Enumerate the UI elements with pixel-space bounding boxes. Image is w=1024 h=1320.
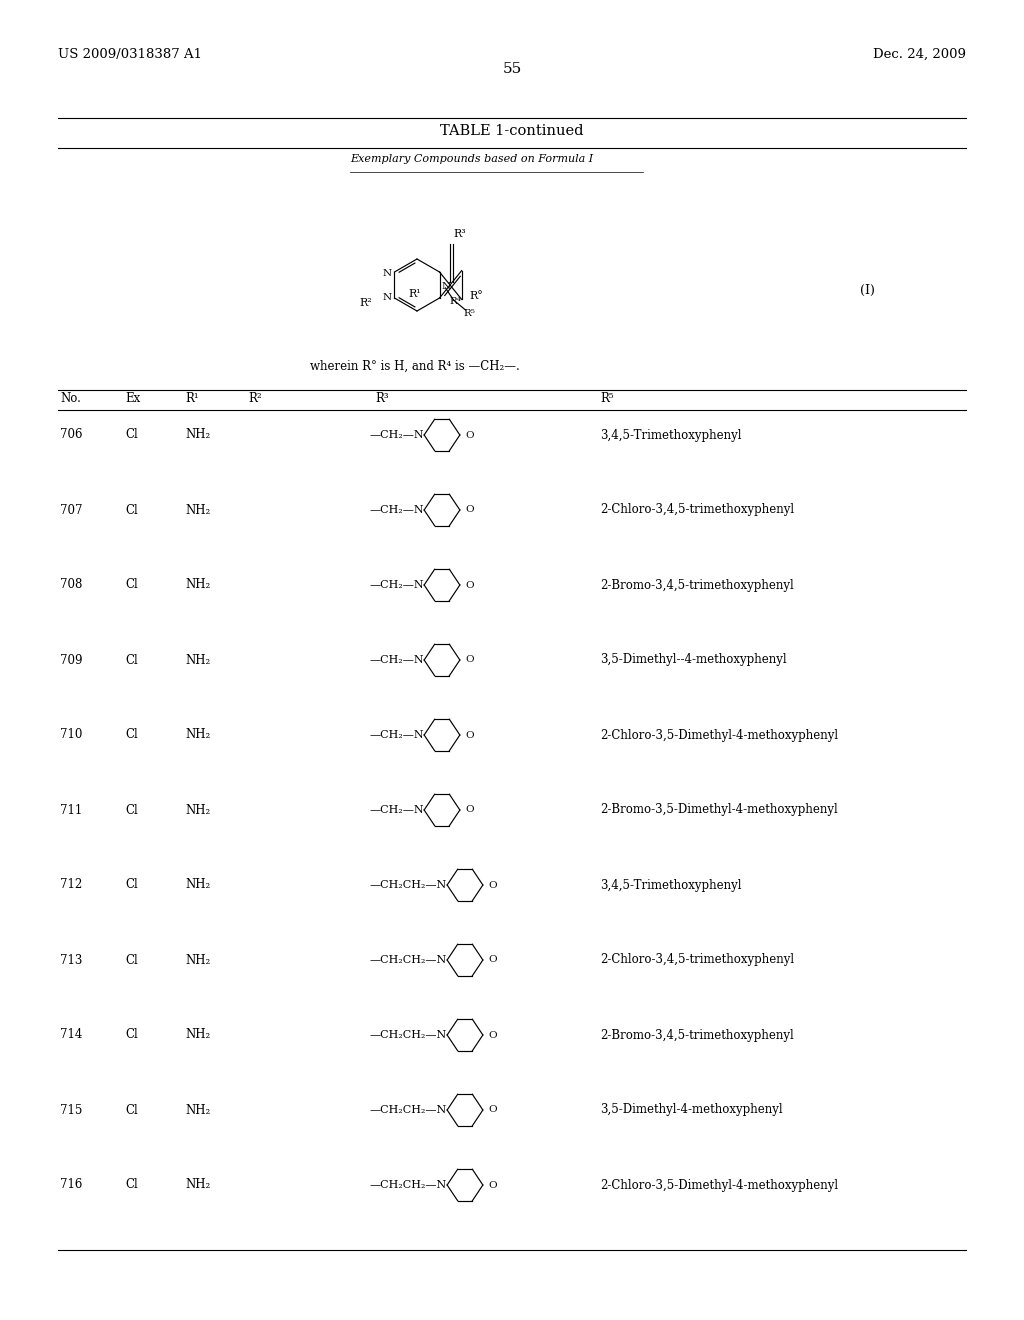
Text: 710: 710 [60,729,82,742]
Text: 713: 713 [60,953,82,966]
Text: Cl: Cl [125,1179,138,1192]
Text: 2-Chloro-3,4,5-trimethoxyphenyl: 2-Chloro-3,4,5-trimethoxyphenyl [600,953,795,966]
Text: TABLE 1-continued: TABLE 1-continued [440,124,584,139]
Text: 714: 714 [60,1028,82,1041]
Text: —CH₂—N: —CH₂—N [370,805,425,814]
Text: 3,5-Dimethyl--4-methoxyphenyl: 3,5-Dimethyl--4-methoxyphenyl [600,653,786,667]
Text: O: O [488,1180,498,1189]
Text: 711: 711 [60,804,82,817]
Text: Cl: Cl [125,804,138,817]
Text: Cl: Cl [125,578,138,591]
Text: NH₂: NH₂ [185,1028,210,1041]
Text: O: O [488,880,498,890]
Text: —CH₂—N: —CH₂—N [370,655,425,665]
Text: 55: 55 [503,62,521,77]
Text: 707: 707 [60,503,83,516]
Text: —CH₂—N: —CH₂—N [370,506,425,515]
Text: R⁴: R⁴ [450,297,462,306]
Text: NH₂: NH₂ [185,653,210,667]
Text: Cl: Cl [125,503,138,516]
Text: 3,4,5-Trimethoxyphenyl: 3,4,5-Trimethoxyphenyl [600,429,741,441]
Text: —CH₂CH₂—N: —CH₂CH₂—N [370,954,447,965]
Text: NH₂: NH₂ [185,1104,210,1117]
Text: 2-Chloro-3,5-Dimethyl-4-methoxyphenyl: 2-Chloro-3,5-Dimethyl-4-methoxyphenyl [600,729,838,742]
Text: 2-Chloro-3,4,5-trimethoxyphenyl: 2-Chloro-3,4,5-trimethoxyphenyl [600,503,795,516]
Text: Cl: Cl [125,953,138,966]
Text: NH₂: NH₂ [185,503,210,516]
Text: Ex: Ex [125,392,140,405]
Text: —CH₂CH₂—N: —CH₂CH₂—N [370,1105,447,1115]
Text: Cl: Cl [125,879,138,891]
Text: NH₂: NH₂ [185,804,210,817]
Text: Cl: Cl [125,429,138,441]
Text: Exemplary Compounds based on Formula I: Exemplary Compounds based on Formula I [350,154,593,164]
Text: (I): (I) [860,284,874,297]
Text: O: O [466,430,474,440]
Text: NH₂: NH₂ [185,578,210,591]
Text: Cl: Cl [125,1028,138,1041]
Text: 2-Bromo-3,4,5-trimethoxyphenyl: 2-Bromo-3,4,5-trimethoxyphenyl [600,1028,794,1041]
Text: O: O [466,730,474,739]
Text: NH₂: NH₂ [185,1179,210,1192]
Text: R¹: R¹ [409,289,421,300]
Text: Cl: Cl [125,729,138,742]
Text: O: O [466,656,474,664]
Text: 712: 712 [60,879,82,891]
Text: —CH₂CH₂—N: —CH₂CH₂—N [370,1030,447,1040]
Text: US 2009/0318387 A1: US 2009/0318387 A1 [58,48,202,61]
Text: 3,5-Dimethyl-4-methoxyphenyl: 3,5-Dimethyl-4-methoxyphenyl [600,1104,782,1117]
Text: NH₂: NH₂ [185,953,210,966]
Text: R¹: R¹ [185,392,199,405]
Text: 2-Bromo-3,4,5-trimethoxyphenyl: 2-Bromo-3,4,5-trimethoxyphenyl [600,578,794,591]
Text: —CH₂—N: —CH₂—N [370,579,425,590]
Text: 708: 708 [60,578,82,591]
Text: O: O [488,956,498,965]
Text: —CH₂—N: —CH₂—N [370,730,425,741]
Text: R°: R° [470,292,483,301]
Text: N: N [441,282,451,290]
Text: O: O [488,1031,498,1040]
Text: NH₂: NH₂ [185,729,210,742]
Text: R³: R³ [454,230,466,239]
Text: No.: No. [60,392,81,405]
Text: O: O [488,1106,498,1114]
Text: O: O [466,805,474,814]
Text: —CH₂CH₂—N: —CH₂CH₂—N [370,880,447,890]
Text: NH₂: NH₂ [185,879,210,891]
Text: 706: 706 [60,429,83,441]
Text: N: N [382,293,391,302]
Text: 716: 716 [60,1179,82,1192]
Text: R⁵: R⁵ [600,392,613,405]
Text: R²: R² [248,392,261,405]
Text: R²: R² [359,298,373,308]
Text: wherein R° is H, and R⁴ is —CH₂—.: wherein R° is H, and R⁴ is —CH₂—. [310,360,520,374]
Text: Cl: Cl [125,1104,138,1117]
Text: NH₂: NH₂ [185,429,210,441]
Text: N: N [382,269,391,279]
Text: 2-Bromo-3,5-Dimethyl-4-methoxyphenyl: 2-Bromo-3,5-Dimethyl-4-methoxyphenyl [600,804,838,817]
Text: 2-Chloro-3,5-Dimethyl-4-methoxyphenyl: 2-Chloro-3,5-Dimethyl-4-methoxyphenyl [600,1179,838,1192]
Text: 709: 709 [60,653,83,667]
Text: R⁵: R⁵ [464,309,475,318]
Text: Cl: Cl [125,653,138,667]
Text: Dec. 24, 2009: Dec. 24, 2009 [873,48,966,61]
Text: —CH₂—N: —CH₂—N [370,430,425,440]
Text: O: O [466,506,474,515]
Text: O: O [466,581,474,590]
Text: 715: 715 [60,1104,82,1117]
Text: —CH₂CH₂—N: —CH₂CH₂—N [370,1180,447,1191]
Text: R³: R³ [375,392,389,405]
Text: 3,4,5-Trimethoxyphenyl: 3,4,5-Trimethoxyphenyl [600,879,741,891]
